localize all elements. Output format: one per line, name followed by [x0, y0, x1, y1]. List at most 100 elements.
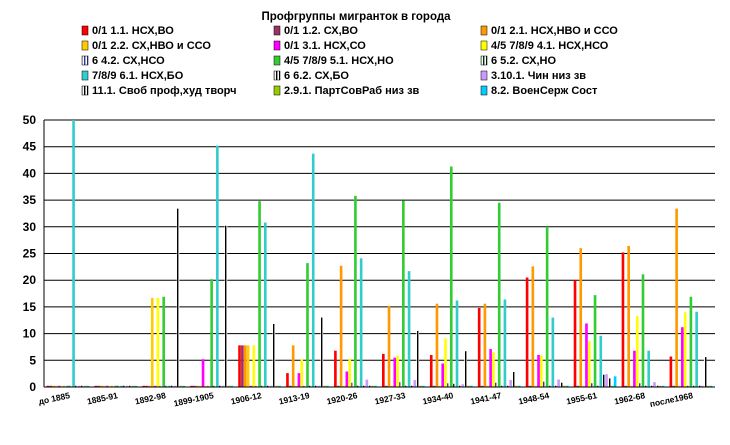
- bar: [630, 385, 633, 387]
- bar: [554, 385, 558, 387]
- legend-label: 0/1 3.1. НСХ,СО: [284, 40, 366, 52]
- bar: [368, 385, 372, 387]
- bar: [80, 385, 84, 387]
- x-tick-label: 1885-91: [86, 390, 119, 406]
- bar: [153, 385, 157, 387]
- bar: [108, 385, 112, 387]
- y-tick-label: 15: [23, 300, 37, 314]
- bar: [294, 385, 298, 387]
- bar: [540, 355, 543, 387]
- legend-label: 11.1. Своб проф,худ творч: [92, 85, 237, 97]
- bar: [621, 252, 625, 387]
- bar: [145, 385, 148, 387]
- bar: [695, 311, 698, 387]
- legend-item: 4/5 7/8/9 5.1. НСХ,НО: [273, 55, 394, 67]
- bar: [444, 338, 447, 387]
- bar: [339, 265, 343, 387]
- bar: [517, 385, 521, 387]
- bar: [291, 345, 295, 387]
- bar: [336, 385, 340, 387]
- legend-label: 4/5 7/8/9 4.1. НСХ,НСО: [491, 40, 609, 52]
- bar: [500, 385, 504, 387]
- bar: [683, 312, 687, 387]
- y-tick-label: 50: [23, 113, 37, 127]
- legend-swatch: [273, 40, 281, 51]
- bar: [173, 385, 177, 387]
- bar: [413, 380, 417, 387]
- chart-title: Профгруппы мигранток в города: [261, 11, 451, 23]
- x-axis: до 1885 1885-91 1892-98 1899-1905 1906-12 191…: [38, 386, 715, 409]
- bar: [669, 356, 673, 387]
- bar: [503, 299, 507, 387]
- x-tick-label: 1948-54: [517, 390, 550, 406]
- x-tick-label: 1941-47: [470, 390, 503, 406]
- bar: [246, 345, 250, 387]
- bar: [464, 351, 467, 387]
- bars: [46, 120, 713, 387]
- bar: [179, 385, 183, 387]
- bar: [647, 350, 651, 387]
- bar: [452, 383, 456, 387]
- legend-label: 6 6.2. СХ,БО: [284, 70, 349, 82]
- bar: [354, 195, 357, 387]
- bar: [650, 385, 653, 387]
- bar: [320, 317, 324, 387]
- bar: [159, 385, 163, 387]
- gridlines: [44, 119, 715, 361]
- bar: [429, 354, 433, 387]
- bar: [449, 166, 453, 387]
- bar: [706, 385, 710, 387]
- bar: [703, 357, 707, 387]
- bar: [238, 345, 241, 387]
- legend-swatch: [81, 25, 89, 36]
- bar: [399, 382, 402, 387]
- x-tick-label: 1899-1905: [173, 390, 215, 408]
- bar: [83, 385, 87, 387]
- x-tick-label: 1906-12: [230, 390, 263, 406]
- bar: [624, 385, 628, 387]
- bar: [497, 202, 501, 387]
- bar: [551, 317, 555, 387]
- bar: [384, 385, 388, 387]
- bar: [686, 385, 690, 387]
- legend-label: 4/5 7/8/9 5.1. НСХ,НО: [284, 55, 394, 67]
- bar: [213, 385, 216, 387]
- bar: [323, 385, 326, 387]
- bar: [49, 385, 52, 387]
- bar: [289, 385, 292, 387]
- bar: [94, 385, 98, 387]
- bar: [105, 385, 109, 387]
- bar: [128, 385, 132, 387]
- x-tick-label: после1968: [649, 390, 694, 409]
- legend-item: 0/1 2.1. НСХ,НВО и ССО: [480, 25, 618, 37]
- y-tick-label: 10: [23, 327, 37, 341]
- legend-label: 3.10.1. Чин низ зв: [491, 70, 586, 82]
- bar: [190, 385, 193, 387]
- bar: [416, 330, 419, 387]
- bar: [63, 385, 67, 387]
- bar: [75, 385, 78, 387]
- bar: [512, 372, 515, 387]
- legend-swatch: [480, 40, 488, 51]
- legend-label: 0/1 1.2. СХ,ВО: [284, 25, 358, 37]
- bar: [297, 373, 301, 387]
- bar: [66, 385, 70, 387]
- bar: [613, 376, 617, 387]
- bar: [111, 385, 115, 387]
- bar: [334, 350, 337, 387]
- bar: [492, 352, 495, 387]
- bar: [480, 385, 484, 387]
- bar: [661, 385, 665, 387]
- legend-label: 8.2. ВоенСерж Сост: [491, 85, 598, 97]
- bar: [483, 303, 487, 387]
- bar: [278, 385, 281, 387]
- bar: [477, 307, 481, 387]
- bar: [515, 385, 518, 387]
- legend-label: 7/8/9 6.1. НСХ,БО: [92, 70, 184, 82]
- bar: [495, 382, 498, 387]
- legend-item: 2.9.1. ПартСовРаб низ зв: [273, 85, 420, 97]
- bar: [362, 385, 366, 387]
- bar: [638, 383, 642, 387]
- bar: [52, 385, 55, 387]
- bar: [193, 385, 196, 387]
